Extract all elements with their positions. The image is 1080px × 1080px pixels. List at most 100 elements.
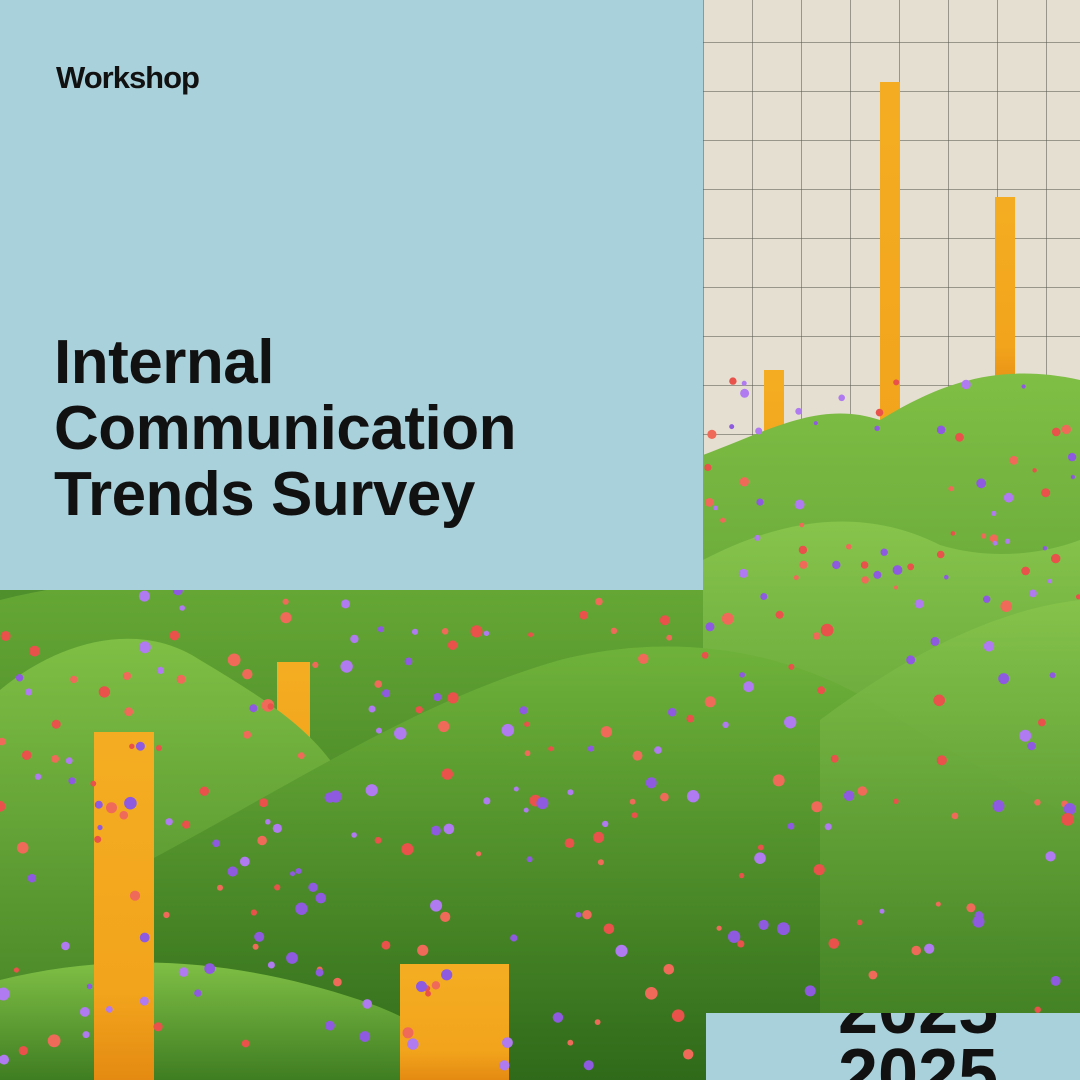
flower: [138, 590, 150, 602]
flower: [950, 531, 956, 536]
flower: [972, 915, 985, 928]
flower: [65, 757, 73, 765]
flower: [893, 379, 900, 386]
flower: [139, 996, 149, 1006]
flower: [227, 866, 238, 877]
flower: [874, 425, 880, 431]
flower: [914, 599, 924, 609]
flower: [645, 987, 658, 1000]
flower: [440, 911, 451, 923]
flower: [704, 498, 714, 507]
flower: [15, 674, 24, 682]
flower: [894, 585, 898, 590]
flower: [739, 477, 749, 487]
flower: [817, 686, 826, 695]
flower: [548, 746, 554, 752]
flower: [583, 1060, 594, 1071]
flower: [312, 661, 319, 669]
flower: [524, 750, 531, 757]
flower: [1021, 566, 1030, 576]
flower: [227, 653, 241, 667]
flower: [727, 930, 741, 943]
flower: [812, 632, 821, 640]
flower: [659, 615, 670, 626]
flower: [873, 570, 882, 579]
flower: [976, 478, 987, 489]
flower: [272, 823, 282, 834]
flower: [754, 534, 761, 541]
flower: [741, 380, 747, 386]
flower: [860, 561, 869, 569]
flower: [417, 944, 429, 956]
flower: [29, 645, 40, 657]
flower: [944, 574, 949, 580]
flower: [631, 812, 638, 819]
flower: [654, 746, 662, 754]
flower: [775, 610, 784, 619]
year-ghost-text: 2025: [838, 1013, 998, 1045]
flower: [1049, 672, 1056, 679]
flower: [483, 797, 491, 805]
flower: [254, 931, 265, 942]
flower: [992, 800, 1005, 812]
flower: [425, 990, 431, 997]
flower: [416, 981, 427, 992]
flower: [948, 486, 954, 492]
flower: [169, 630, 180, 641]
flower: [415, 706, 423, 714]
flower: [295, 902, 308, 915]
flower: [536, 797, 549, 810]
flower: [441, 628, 449, 635]
flower: [259, 798, 268, 808]
flower: [51, 719, 61, 729]
flower: [290, 871, 295, 877]
flower: [1061, 813, 1074, 826]
flower: [51, 755, 59, 763]
flower: [13, 967, 19, 973]
flower: [798, 545, 808, 555]
flower: [856, 919, 863, 926]
flower: [315, 892, 327, 904]
flower: [280, 612, 292, 624]
flower: [374, 836, 382, 844]
flower: [308, 882, 318, 892]
flower: [1061, 424, 1072, 435]
flower: [61, 941, 70, 951]
flower: [892, 565, 903, 575]
flower: [267, 703, 274, 710]
flower: [788, 663, 795, 670]
flower: [47, 1034, 61, 1048]
flower: [394, 727, 407, 740]
flower: [793, 575, 799, 581]
flower: [600, 726, 613, 738]
flower: [124, 796, 137, 810]
year-text: 2025: [838, 1035, 999, 1080]
flower: [441, 969, 453, 981]
flower: [632, 750, 643, 761]
flower: [989, 534, 998, 543]
flower: [249, 704, 258, 713]
flower: [704, 463, 712, 472]
flower: [178, 967, 189, 977]
flower: [447, 692, 459, 704]
flower: [441, 768, 453, 780]
flower: [610, 627, 618, 634]
flower: [242, 669, 253, 680]
flower: [362, 999, 373, 1009]
flower: [828, 938, 840, 949]
flower: [257, 835, 267, 846]
flower: [595, 597, 603, 606]
flower: [582, 910, 592, 920]
flower: [838, 394, 845, 402]
flower: [832, 560, 841, 570]
flower: [1034, 1006, 1041, 1013]
flower: [139, 932, 150, 943]
flower: [755, 427, 763, 435]
flower: [721, 612, 734, 625]
flower: [907, 563, 915, 571]
flower: [333, 977, 342, 987]
flower: [575, 911, 582, 918]
flower: [129, 743, 135, 749]
flower: [519, 706, 528, 715]
